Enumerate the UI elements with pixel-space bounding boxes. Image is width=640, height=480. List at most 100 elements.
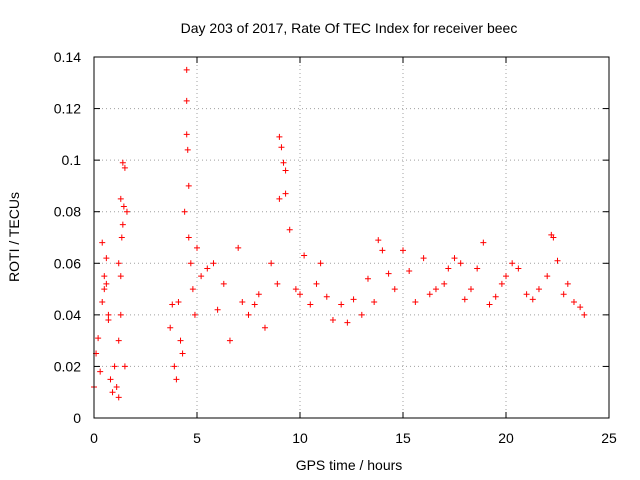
y-axis-label: ROTI / TECUs [6,192,22,282]
data-point [97,368,104,375]
y-tick-label: 0.08 [54,204,81,220]
data-point [307,301,314,308]
data-point [171,363,178,370]
data-point [535,286,542,293]
data-point [461,296,468,303]
data-point [292,286,299,293]
data-point [214,306,221,313]
x-tick-label: 5 [193,430,201,446]
data-point [119,221,126,228]
data-points [91,66,588,401]
data-point [99,298,106,305]
data-point [550,234,557,241]
data-point [278,144,285,151]
data-point [105,311,112,318]
data-point [282,167,289,174]
y-tick-label: 0.04 [54,307,81,323]
data-point [184,146,191,153]
data-point [261,324,268,331]
data-point [120,203,127,210]
y-tick-label: 0.02 [54,358,81,374]
data-point [245,311,252,318]
data-point [121,164,128,171]
data-point [121,363,128,370]
data-point [179,350,186,357]
data-point [515,265,522,272]
data-point [509,260,516,267]
y-tick-label: 0 [73,410,81,426]
data-point [486,301,493,308]
data-point [183,66,190,73]
axis-ticks [93,56,610,419]
data-point [210,260,217,267]
data-point [286,226,293,233]
data-point [111,363,118,370]
data-point [480,239,487,246]
data-point [115,394,122,401]
data-point [371,298,378,305]
data-point [235,244,242,251]
data-point [323,293,330,300]
data-point [564,280,571,287]
data-point [251,301,258,308]
data-point [280,159,287,166]
x-tick-label: 10 [292,430,308,446]
data-point [95,335,102,342]
data-point [185,182,192,189]
data-point [119,159,126,166]
data-point [364,275,371,282]
data-point [317,260,324,267]
data-point [560,291,567,298]
data-point [412,298,419,305]
data-point [457,260,464,267]
data-point [492,293,499,300]
data-point [544,273,551,280]
data-point [344,319,351,326]
y-tick-label: 0.1 [62,152,82,168]
chart-title: Day 203 of 2017, Rate Of TEC Index for r… [181,20,518,36]
data-point [187,260,194,267]
data-point [109,389,116,396]
data-point [173,376,180,383]
data-point [239,298,246,305]
x-tick-label: 20 [498,430,514,446]
data-point [375,237,382,244]
data-point [276,195,283,202]
x-tick-label: 25 [601,430,617,446]
data-point [282,190,289,197]
data-point [451,255,458,262]
data-point [581,311,588,318]
y-tick-label: 0.14 [54,49,81,65]
data-point [123,208,130,215]
plot-frame [93,56,610,419]
data-point [255,291,262,298]
data-point [204,265,211,272]
x-tick-label: 15 [395,430,411,446]
data-point [297,291,303,298]
data-point [220,280,227,287]
data-point [194,244,200,251]
data-point [198,273,205,280]
data-point [113,384,120,391]
data-point [183,131,190,138]
data-point [406,268,413,275]
data-point [350,296,357,303]
data-point [474,265,481,272]
data-point [175,298,182,305]
x-tick-label: 0 [90,430,98,446]
data-point [274,280,281,287]
data-point [529,296,536,303]
data-point [117,195,124,202]
data-point [276,133,283,140]
data-point [301,252,308,259]
data-point [385,270,392,277]
data-point [181,208,188,215]
data-point [103,280,110,287]
data-point [167,324,174,331]
data-point [358,311,365,318]
data-point [185,234,192,241]
data-point [117,273,124,280]
data-point [189,286,196,293]
data-point [118,234,125,241]
